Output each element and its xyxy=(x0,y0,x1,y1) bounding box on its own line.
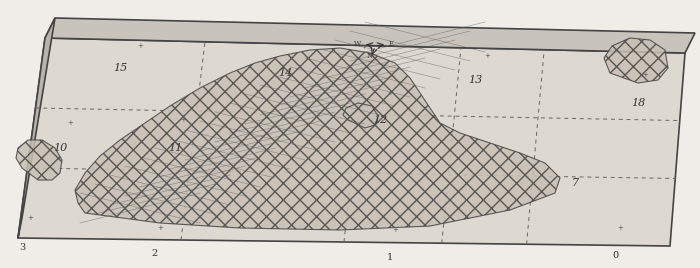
Text: 10: 10 xyxy=(53,143,67,153)
Polygon shape xyxy=(18,18,55,238)
Text: 14: 14 xyxy=(278,68,292,78)
Text: +: + xyxy=(392,227,398,233)
Text: +: + xyxy=(137,43,143,49)
Text: 1: 1 xyxy=(387,254,393,262)
Text: E: E xyxy=(389,40,394,48)
Text: N: N xyxy=(367,52,373,60)
Text: +: + xyxy=(484,53,490,59)
Text: 3: 3 xyxy=(19,244,25,252)
Polygon shape xyxy=(16,140,62,180)
Text: 13: 13 xyxy=(468,75,482,85)
Text: +: + xyxy=(642,72,648,78)
Text: 11: 11 xyxy=(168,143,182,153)
Text: +: + xyxy=(617,225,623,231)
Text: 15: 15 xyxy=(113,63,127,73)
Text: +: + xyxy=(180,117,186,123)
Polygon shape xyxy=(604,38,668,83)
Text: W: W xyxy=(354,40,361,48)
Text: +: + xyxy=(387,90,393,96)
Text: 2: 2 xyxy=(152,250,158,259)
Text: 0: 0 xyxy=(612,251,618,260)
Text: 12: 12 xyxy=(373,115,387,125)
Text: +: + xyxy=(27,215,33,221)
Text: 7: 7 xyxy=(571,178,579,188)
Polygon shape xyxy=(18,38,685,246)
Text: 18: 18 xyxy=(631,98,645,108)
Text: +: + xyxy=(67,120,73,126)
Polygon shape xyxy=(343,103,378,128)
Polygon shape xyxy=(45,18,695,53)
Polygon shape xyxy=(75,48,560,230)
Text: +: + xyxy=(157,225,163,231)
